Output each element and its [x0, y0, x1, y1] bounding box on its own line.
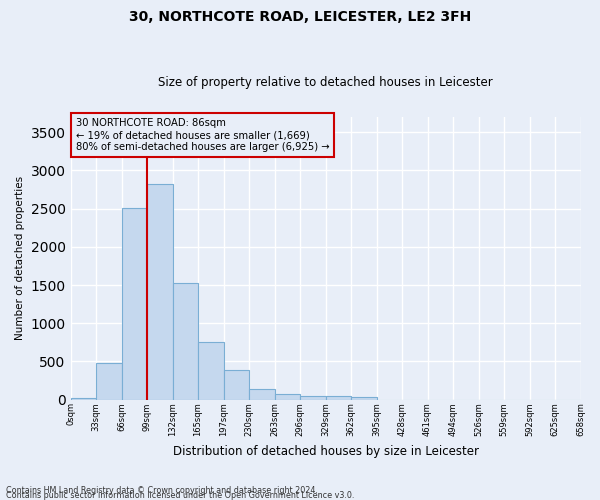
Bar [147, 184, 173, 400]
Bar [173, 284, 198, 400]
X-axis label: Distribution of detached houses by size in Leicester: Distribution of detached houses by size … [173, 444, 479, 458]
Text: Contains public sector information licensed under the Open Government Licence v3: Contains public sector information licen… [6, 491, 355, 500]
Bar [300, 396, 326, 400]
Bar [71, 398, 96, 400]
Bar [351, 397, 377, 400]
Bar [198, 342, 224, 400]
Bar [249, 389, 275, 400]
Bar [326, 396, 351, 400]
Text: 30 NORTHCOTE ROAD: 86sqm
← 19% of detached houses are smaller (1,669)
80% of sem: 30 NORTHCOTE ROAD: 86sqm ← 19% of detach… [76, 118, 329, 152]
Bar [122, 208, 147, 400]
Text: Contains HM Land Registry data © Crown copyright and database right 2024.: Contains HM Land Registry data © Crown c… [6, 486, 318, 495]
Bar [96, 363, 122, 400]
Y-axis label: Number of detached properties: Number of detached properties [15, 176, 25, 340]
Bar [275, 394, 300, 400]
Text: 30, NORTHCOTE ROAD, LEICESTER, LE2 3FH: 30, NORTHCOTE ROAD, LEICESTER, LE2 3FH [129, 10, 471, 24]
Title: Size of property relative to detached houses in Leicester: Size of property relative to detached ho… [158, 76, 493, 90]
Bar [224, 370, 249, 400]
